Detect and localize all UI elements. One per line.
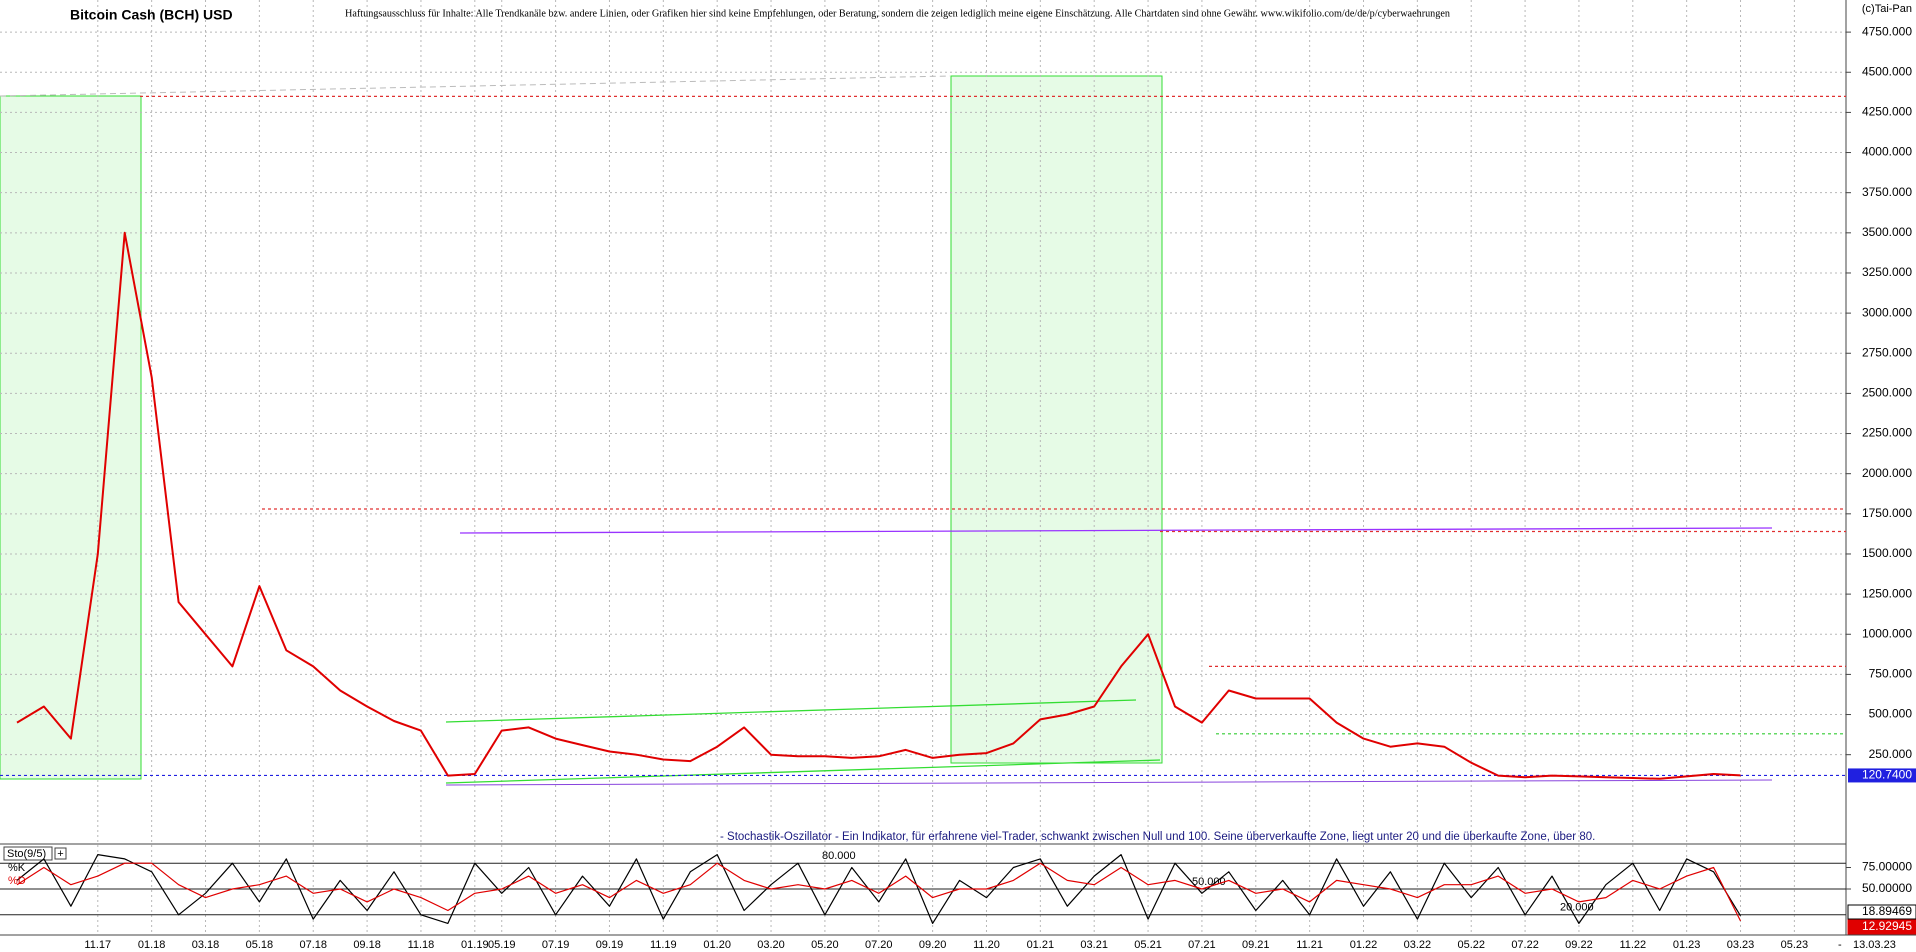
- x-tick-label: 03.23: [1727, 939, 1755, 951]
- y-tick-label: 4250.000: [1862, 105, 1912, 119]
- indicator-title: Sto(9/5): [7, 848, 46, 860]
- highlight-zone: [950, 75, 1163, 764]
- value-label-box: [1847, 904, 1916, 920]
- value-label: 12.92945: [1862, 919, 1912, 933]
- y-tick-label: 500.000: [1869, 707, 1913, 721]
- x-tick-label: 05.23: [1781, 939, 1809, 951]
- x-tick-label: 03.22: [1404, 939, 1432, 951]
- x-tick-label: 01.18: [138, 939, 166, 951]
- indicator-line: [16, 854, 1742, 924]
- x-tick-label: 07.19: [542, 939, 570, 951]
- x-tick-label: 07.20: [865, 939, 893, 951]
- x-tick-label: 01.22: [1350, 939, 1378, 951]
- x-tick-label: 09.19: [596, 939, 624, 951]
- y-tick-label: 2250.000: [1862, 426, 1912, 440]
- y-tick-label: 50.00000: [1862, 881, 1912, 895]
- trend-line: [445, 779, 1773, 786]
- x-tick-label: 05.20: [811, 939, 839, 951]
- last-date: 13.03.23: [1853, 939, 1896, 951]
- annotation: 20.000: [1560, 902, 1594, 914]
- y-tick-label: 75.00000: [1862, 860, 1912, 874]
- end-mark: -: [1838, 939, 1842, 951]
- add-icon[interactable]: +: [57, 848, 63, 860]
- watermark: (c)Tai-Pan: [1862, 3, 1912, 15]
- x-tick-label: 01.19: [461, 939, 489, 951]
- zones: [0, 75, 1163, 780]
- chart-title: Bitcoin Cash (BCH) USD: [70, 7, 233, 23]
- x-tick-label: 05.18: [246, 939, 274, 951]
- indicator-description: - Stochastik-Oszillator - Ein Indikator,…: [720, 831, 1595, 843]
- x-tick-label: 11.21: [1296, 939, 1323, 951]
- y-tick-label: 3000.000: [1862, 305, 1912, 319]
- x-tick-label: 09.20: [919, 939, 947, 951]
- legend-label: %K: [8, 862, 26, 874]
- legend-label: %D: [8, 875, 26, 887]
- y-tick-label: 1750.000: [1862, 506, 1912, 520]
- y-tick-label: 250.000: [1869, 747, 1913, 761]
- x-tick-label: 05.22: [1457, 939, 1485, 951]
- y-tick-label: 750.000: [1869, 667, 1913, 681]
- x-tick-label: 11.18: [408, 939, 435, 951]
- y-tick-label: 4750.000: [1862, 24, 1912, 38]
- y-tick-label: 2750.000: [1862, 345, 1912, 359]
- x-tick-label: 03.20: [757, 939, 785, 951]
- disclaimer: Haftungsausschluss für Inhalte: Alle Tre…: [345, 8, 1450, 19]
- y-tick-label: 3500.000: [1862, 225, 1912, 239]
- x-tick-label: 05.19: [488, 939, 516, 951]
- value-label: 120.7400: [1862, 768, 1912, 782]
- x-tick-label: 01.21: [1027, 939, 1055, 951]
- trend-channel: [445, 699, 1137, 723]
- x-tick-label: 03.21: [1080, 939, 1108, 951]
- indicator-line: [16, 862, 1742, 922]
- y-tick-label: 4500.000: [1862, 64, 1912, 78]
- value-label-box: [1848, 768, 1916, 783]
- price-line: [16, 231, 1741, 780]
- x-tick-label: 01.23: [1673, 939, 1701, 951]
- x-tick-label: 09.22: [1565, 939, 1593, 951]
- grid: [0, 0, 1846, 935]
- add-button[interactable]: [54, 847, 67, 860]
- x-tick-label: 09.21: [1242, 939, 1270, 951]
- y-tick-label: 2000.000: [1862, 466, 1912, 480]
- annotation: 50.000: [1192, 876, 1226, 888]
- x-tick-label: 07.22: [1511, 939, 1539, 951]
- x-tick-label: 07.18: [299, 939, 327, 951]
- y-tick-label: 3250.000: [1862, 265, 1912, 279]
- y-tick-label: 1500.000: [1862, 546, 1912, 560]
- x-tick-label: 11.22: [1619, 939, 1646, 951]
- trend-line: [459, 527, 1773, 534]
- y-tick-label: 4000.000: [1862, 145, 1912, 159]
- value-label: 18.89469: [1862, 904, 1912, 918]
- y-tick-label: 1250.000: [1862, 586, 1912, 600]
- indicator-box: [3, 846, 53, 861]
- annotation: 80.000: [822, 850, 856, 862]
- x-tick-label: 11.20: [973, 939, 1000, 951]
- value-label-box: [1847, 919, 1916, 935]
- x-tick-label: 09.18: [353, 939, 381, 951]
- trend-line: [0, 75, 951, 97]
- highlight-zone: [0, 95, 142, 780]
- trend-lines: [0, 75, 1773, 786]
- x-tick-label: 05.21: [1134, 939, 1162, 951]
- x-tick-label: 11.19: [650, 939, 677, 951]
- y-tick-label: 3750.000: [1862, 185, 1912, 199]
- y-tick-label: 2500.000: [1862, 386, 1912, 400]
- x-tick-label: 07.21: [1188, 939, 1216, 951]
- trend-channel: [445, 759, 1161, 784]
- x-tick-label: 11.17: [84, 939, 111, 951]
- x-tick-label: 03.18: [192, 939, 220, 951]
- y-tick-label: 1000.000: [1862, 626, 1912, 640]
- x-tick-label: 01.20: [703, 939, 731, 951]
